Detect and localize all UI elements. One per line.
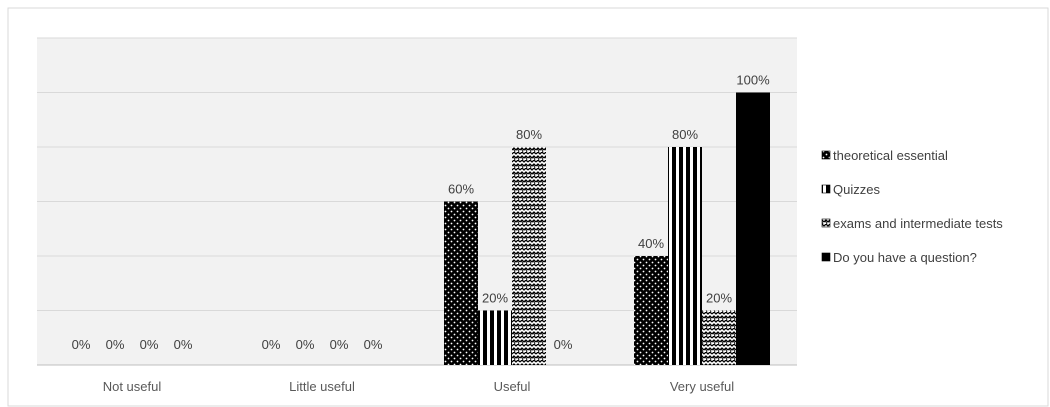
legend-swatch [821, 252, 831, 262]
data-labels: 0% 0% 0% 0% 0% 0% 0% 0% 60% 20% 80% 0% 40% 80% 20% 100% [72, 73, 770, 353]
bar-vstripes [478, 310, 512, 365]
data-label: 100% [736, 73, 770, 88]
category-label: Little useful [289, 379, 355, 394]
bar-dots [444, 201, 478, 365]
data-label: 20% [482, 291, 508, 306]
legend-swatch [821, 218, 831, 228]
data-label: 20% [706, 291, 732, 306]
legend-swatch [821, 150, 831, 160]
data-label: 0% [364, 337, 383, 352]
data-label: 80% [672, 127, 698, 142]
bar-zigzag [512, 147, 546, 365]
category-label: Very useful [670, 379, 734, 394]
data-label: 0% [140, 337, 159, 352]
data-label: 0% [72, 337, 91, 352]
bar-dots [634, 256, 668, 365]
legend-label: Quizzes [833, 182, 880, 197]
bar-zigzag [702, 310, 736, 365]
data-label: 0% [106, 337, 125, 352]
bar-vstripes [668, 147, 702, 365]
bars [444, 92, 770, 365]
data-label: 80% [516, 127, 542, 142]
data-label: 0% [296, 337, 315, 352]
data-label: 0% [330, 337, 349, 352]
data-label: 40% [638, 236, 664, 251]
category-label: Useful [494, 379, 531, 394]
bar-solid [736, 92, 770, 365]
category-axis: Not useful Little useful Useful Very useful [103, 379, 735, 394]
legend-label: theoretical essential [833, 148, 948, 163]
legend: theoretical essential Quizzes exams and in… [821, 148, 1003, 265]
legend-label: Do you have a question? [833, 250, 977, 265]
legend-swatch [821, 184, 831, 194]
data-label: 60% [448, 182, 474, 197]
category-label: Not useful [103, 379, 162, 394]
data-label: 0% [262, 337, 281, 352]
data-label: 0% [554, 337, 573, 352]
legend-label: exams and intermediate tests [833, 216, 1003, 231]
data-label: 0% [174, 337, 193, 352]
